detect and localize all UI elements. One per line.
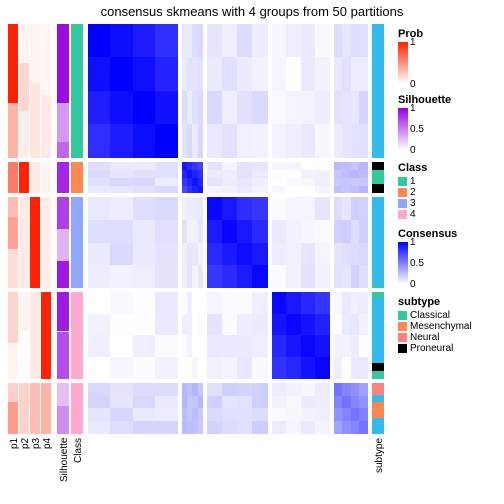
label-silhouette: Silhouette <box>59 438 70 482</box>
label-p1: p1 <box>9 438 20 449</box>
col-p4 <box>41 0 51 504</box>
label-class: Class <box>73 438 84 463</box>
col-p3 <box>30 0 40 504</box>
label-subtype: subtype <box>374 438 385 473</box>
label-p4: p4 <box>42 438 53 449</box>
col-p2 <box>19 0 29 504</box>
col-silhouette <box>57 0 69 504</box>
legend-consensus: Consensus10.50 <box>398 228 457 285</box>
legend-class: Class1234 <box>398 162 427 220</box>
legend-subtype: subtypeClassicalMesenchymalNeuralProneur… <box>398 296 472 354</box>
plot-container: consensus skmeans with 4 groups from 50 … <box>0 0 504 504</box>
label-p2: p2 <box>20 438 31 449</box>
subtype-column <box>372 0 384 504</box>
legend-silhouette: Silhouette10.50 <box>398 94 451 151</box>
consensus-matrix <box>88 0 368 504</box>
label-p3: p3 <box>31 438 42 449</box>
legend-prob: Prob10 <box>398 28 423 85</box>
col-p1 <box>8 0 18 504</box>
col-class <box>71 0 83 504</box>
